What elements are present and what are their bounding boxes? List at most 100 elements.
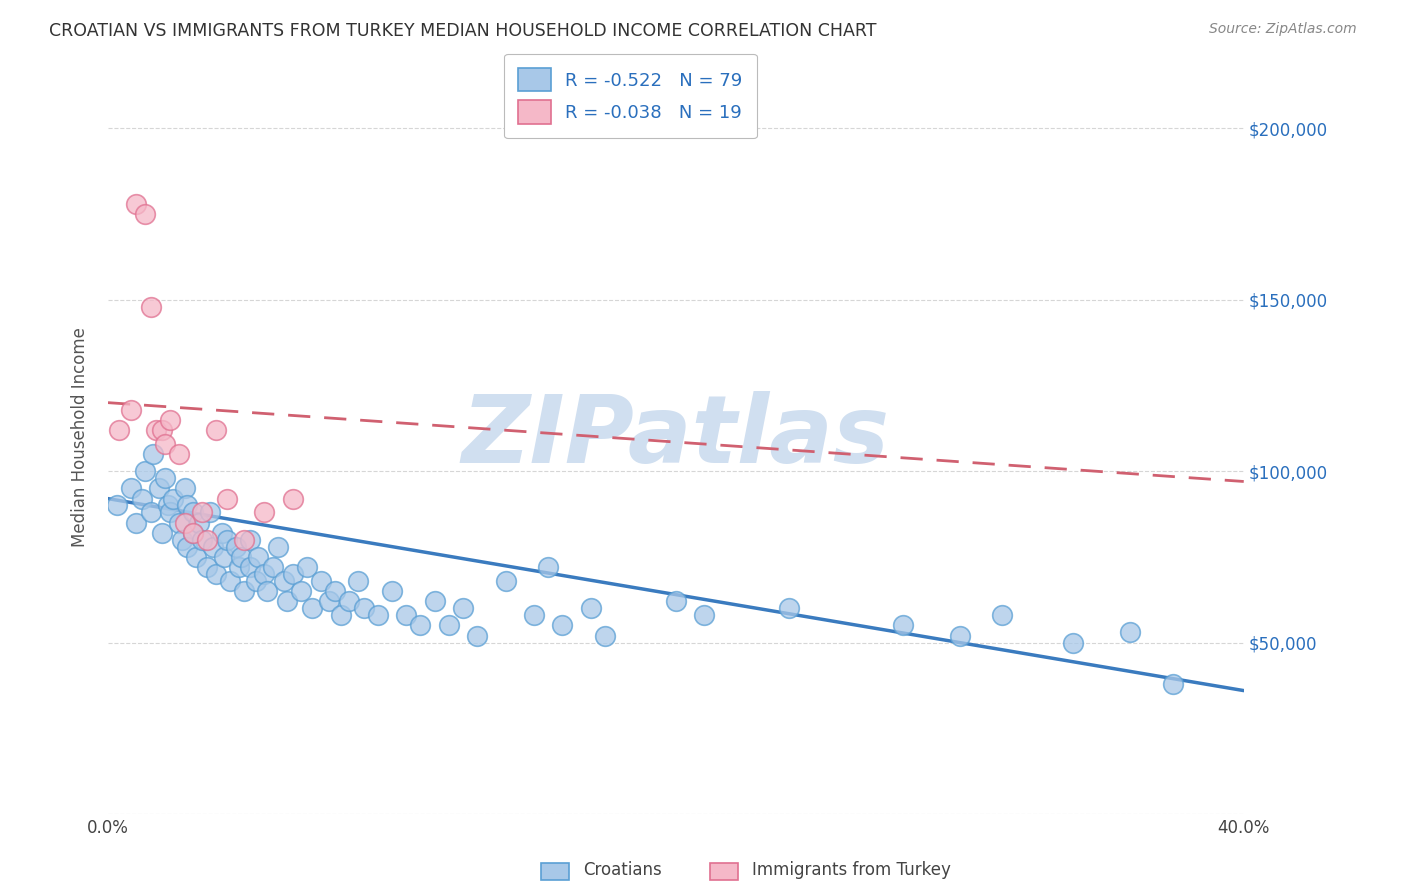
Point <box>891 618 914 632</box>
Point <box>537 560 560 574</box>
Point <box>231 549 253 564</box>
Point <box>245 574 267 588</box>
Point <box>228 560 250 574</box>
Point <box>395 608 418 623</box>
Point <box>353 601 375 615</box>
Point <box>247 549 270 564</box>
Point <box>190 533 212 547</box>
Point <box>181 525 204 540</box>
Point <box>142 447 165 461</box>
Point <box>200 505 222 519</box>
Point <box>309 574 332 588</box>
Point <box>173 481 195 495</box>
Point <box>381 584 404 599</box>
Point <box>262 560 284 574</box>
Point <box>184 549 207 564</box>
Point <box>495 574 517 588</box>
Point <box>187 516 209 530</box>
Point <box>273 574 295 588</box>
Text: CROATIAN VS IMMIGRANTS FROM TURKEY MEDIAN HOUSEHOLD INCOME CORRELATION CHART: CROATIAN VS IMMIGRANTS FROM TURKEY MEDIA… <box>49 22 877 40</box>
Point <box>778 601 800 615</box>
Point <box>523 608 546 623</box>
Point <box>693 608 716 623</box>
Point <box>170 533 193 547</box>
Point <box>148 481 170 495</box>
Point <box>145 423 167 437</box>
Point <box>139 505 162 519</box>
Point <box>665 594 688 608</box>
Point <box>214 549 236 564</box>
Point <box>593 629 616 643</box>
Point <box>176 540 198 554</box>
Point <box>159 505 181 519</box>
Point <box>211 525 233 540</box>
Point <box>253 567 276 582</box>
Point <box>225 540 247 554</box>
Point <box>125 516 148 530</box>
Text: Croatians: Croatians <box>583 861 662 879</box>
Point <box>181 505 204 519</box>
Point <box>256 584 278 599</box>
Point <box>125 197 148 211</box>
Text: ZIPatlas: ZIPatlas <box>461 391 890 483</box>
Point <box>167 447 190 461</box>
Point <box>195 560 218 574</box>
Point <box>176 499 198 513</box>
Point <box>134 207 156 221</box>
Point <box>153 437 176 451</box>
Point <box>239 533 262 547</box>
Point <box>1062 635 1084 649</box>
Point <box>409 618 432 632</box>
Point <box>120 481 142 495</box>
Point <box>156 499 179 513</box>
Text: Immigrants from Turkey: Immigrants from Turkey <box>752 861 950 879</box>
Point <box>579 601 602 615</box>
Point <box>437 618 460 632</box>
Point <box>290 584 312 599</box>
Point <box>295 560 318 574</box>
Point <box>551 618 574 632</box>
Point <box>233 584 256 599</box>
Point <box>217 491 239 506</box>
Point <box>195 533 218 547</box>
Point <box>139 300 162 314</box>
Point <box>465 629 488 643</box>
Point <box>267 540 290 554</box>
Point <box>190 505 212 519</box>
Point <box>949 629 972 643</box>
Point <box>1161 677 1184 691</box>
Point <box>205 423 228 437</box>
Point <box>991 608 1014 623</box>
Point <box>219 574 242 588</box>
Point <box>367 608 389 623</box>
Point <box>323 584 346 599</box>
Point <box>181 525 204 540</box>
Point <box>281 567 304 582</box>
Point <box>423 594 446 608</box>
Point <box>162 491 184 506</box>
Point <box>108 423 131 437</box>
Point <box>1119 625 1142 640</box>
Point <box>150 525 173 540</box>
Point <box>202 540 225 554</box>
Point <box>276 594 298 608</box>
Point <box>131 491 153 506</box>
Point <box>347 574 370 588</box>
Point <box>337 594 360 608</box>
Y-axis label: Median Household Income: Median Household Income <box>72 327 89 547</box>
Point <box>105 499 128 513</box>
Point <box>329 608 352 623</box>
Text: Source: ZipAtlas.com: Source: ZipAtlas.com <box>1209 22 1357 37</box>
Point <box>217 533 239 547</box>
Point <box>301 601 323 615</box>
Point <box>120 402 142 417</box>
Point <box>153 471 176 485</box>
Point <box>205 567 228 582</box>
Point <box>239 560 262 574</box>
Point <box>281 491 304 506</box>
Point <box>233 533 256 547</box>
Point <box>134 464 156 478</box>
Point <box>318 594 340 608</box>
Point <box>173 516 195 530</box>
Point <box>167 516 190 530</box>
